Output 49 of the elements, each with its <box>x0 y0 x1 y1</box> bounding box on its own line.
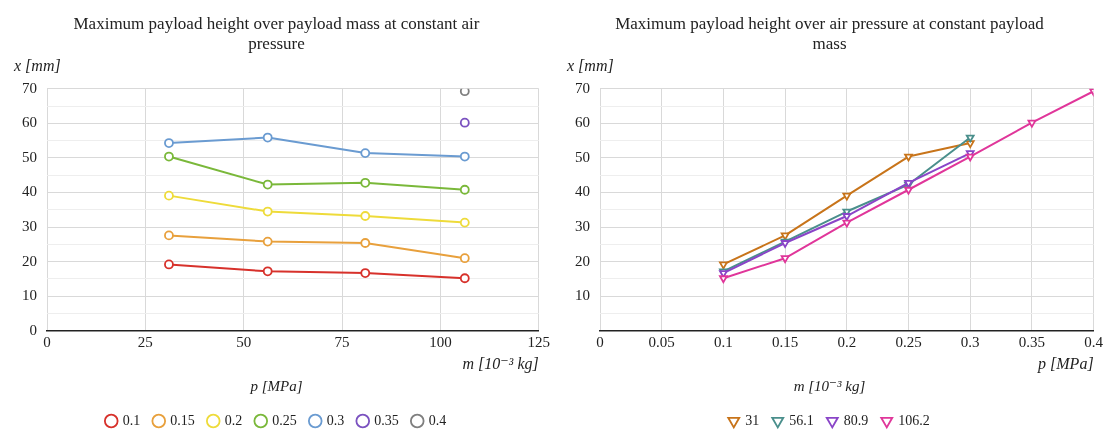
y-tick-label: 0 <box>29 321 37 338</box>
x-tick-label: 25 <box>137 333 153 350</box>
y-tick-label: 30 <box>575 218 590 235</box>
chart-title: Maximum payload height over payload mass at constant air pressure <box>73 13 480 54</box>
x-tick-label: 0.05 <box>648 333 675 350</box>
x-axis-title: p [MPa] <box>1037 354 1094 373</box>
x-tick-label: 125 <box>527 333 550 350</box>
legend-label: 0.1 <box>122 412 141 428</box>
legend-label: 56.1 <box>789 412 814 428</box>
y-tick-label: 70 <box>22 79 37 96</box>
x-tick-label: 0.1 <box>714 333 733 350</box>
legend-label: 0.15 <box>170 412 195 428</box>
x-tick-label: 0.25 <box>895 333 922 350</box>
y-axis-title: x [mm] <box>13 57 61 74</box>
y-tick-label: 60 <box>22 114 37 131</box>
legend-label: 0.35 <box>374 412 399 428</box>
x-tick-label: 0.15 <box>771 333 799 350</box>
y-tick-label: 40 <box>575 183 590 200</box>
x-tick-label: 0.4 <box>1084 333 1104 350</box>
x-tick-label: 0 <box>596 333 604 350</box>
y-tick-label: 10 <box>575 287 590 304</box>
x-tick-label: 0.35 <box>1018 333 1046 350</box>
legend-label: 0.25 <box>272 412 297 428</box>
x-tick-label: 0 <box>43 333 51 350</box>
y-tick-label: 40 <box>22 183 37 200</box>
y-tick-label: 50 <box>575 148 590 165</box>
legend-label: 0.3 <box>326 412 345 428</box>
y-tick-label: 10 <box>22 287 37 304</box>
x-tick-label: 75 <box>334 333 350 350</box>
x-tick-label: 0.3 <box>960 333 980 350</box>
chart-title: Maximum payload height over air pressure at constant payload mass <box>615 13 1045 54</box>
legend-label: 0.4 <box>428 412 447 428</box>
x-tick-label: 100 <box>429 333 452 350</box>
y-tick-label: 60 <box>575 114 590 131</box>
y-tick-label: 20 <box>575 252 590 269</box>
legend-label: 106.2 <box>898 412 930 428</box>
y-tick-label: 30 <box>22 218 37 235</box>
y-tick-label: 50 <box>22 148 37 165</box>
legend-label: 0.2 <box>224 412 243 428</box>
x-tick-label: 0.2 <box>837 333 857 350</box>
x-tick-label: 50 <box>236 333 252 350</box>
legend-title: m [10⁻³ kg] <box>793 378 866 395</box>
y-axis-title: x [mm] <box>566 57 614 74</box>
y-tick-label: 20 <box>22 252 37 269</box>
y-tick-label: 70 <box>575 79 590 96</box>
legend-label: 31 <box>745 412 760 428</box>
legend-title: p [MPa] <box>249 378 303 395</box>
legend-label: 80.9 <box>843 412 869 428</box>
x-axis-title: m [10⁻³ kg] <box>462 354 539 373</box>
